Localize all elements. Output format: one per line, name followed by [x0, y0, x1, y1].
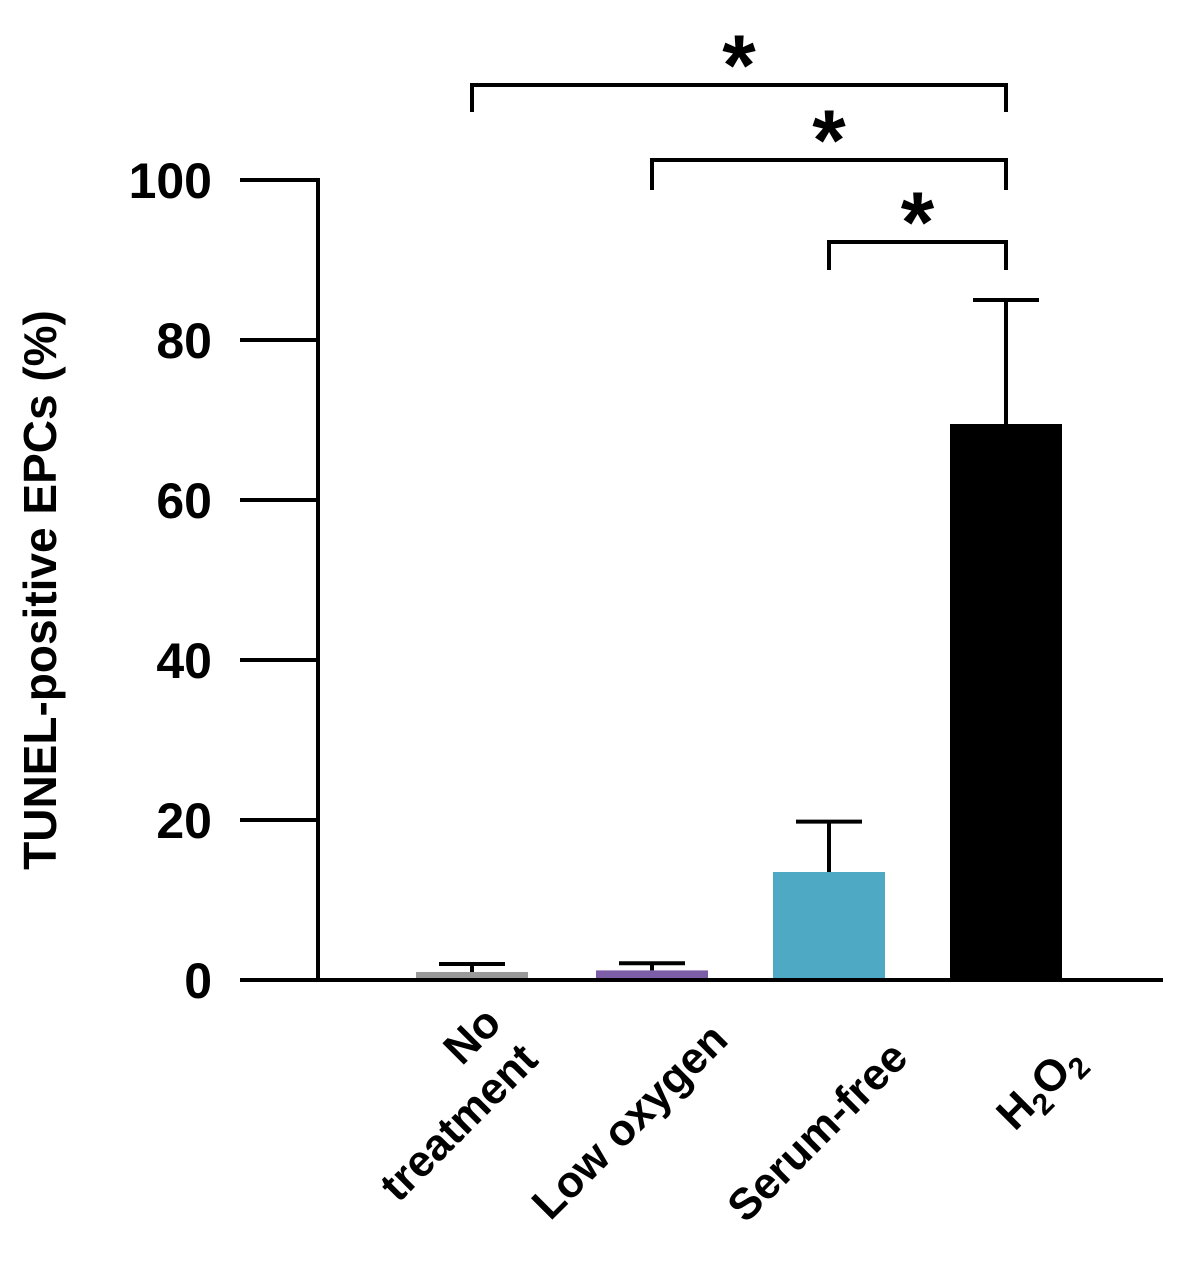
significance-star: * — [722, 18, 756, 114]
significance-star: * — [901, 175, 935, 271]
x-tick-label: H2O2 — [987, 1034, 1097, 1144]
x-tick-label: Low oxygen — [523, 1014, 737, 1228]
y-axis-label: TUNEL-positive EPCs (%) — [14, 310, 66, 870]
y-axis: 0 20 40 60 80 100 — [129, 153, 320, 1009]
y-tick-label: 20 — [156, 793, 212, 849]
significance-star: * — [812, 93, 846, 189]
bars — [416, 424, 1062, 980]
y-tick-label: 60 — [156, 473, 212, 529]
x-tick-label-line: Serum-free — [718, 1032, 917, 1231]
y-tick-label: 100 — [129, 153, 212, 209]
significance-brackets: * * * — [470, 18, 1008, 271]
y-tick-label: 0 — [184, 953, 212, 1009]
y-tick-label: 80 — [156, 313, 212, 369]
bar — [596, 970, 708, 980]
significance-bracket — [827, 240, 1008, 270]
x-tick-label-line: Low oxygen — [523, 1014, 737, 1228]
x-tick-label: Notreatment — [334, 997, 547, 1210]
bar — [773, 872, 885, 980]
error-bars — [439, 298, 1039, 972]
x-tick-label: Serum-free — [718, 1032, 917, 1231]
y-tick-label: 40 — [156, 633, 212, 689]
bar — [416, 972, 528, 980]
significance-bracket — [470, 83, 1008, 112]
bar — [950, 424, 1062, 980]
significance-bracket — [650, 158, 1008, 190]
